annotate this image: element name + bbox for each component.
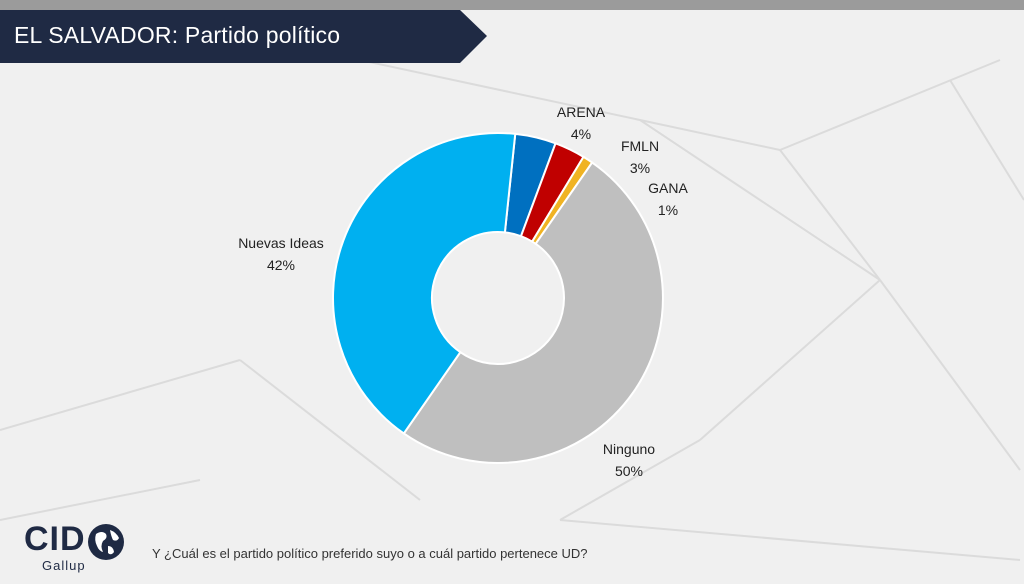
slice-name-label: FMLN (621, 138, 659, 154)
slice-value-label: 3% (630, 160, 650, 176)
slice-name-label: GANA (648, 180, 688, 196)
cid-gallup-logo: CID Gallup (24, 520, 134, 580)
logo-text: CID (24, 520, 86, 558)
slice-name-label: Ninguno (603, 441, 655, 457)
page-title: EL SALVADOR: Partido político (14, 22, 341, 48)
title-banner (0, 10, 487, 63)
slice-name-label: ARENA (557, 104, 606, 120)
slice-value-label: 50% (615, 463, 643, 479)
slice-name-label: Nuevas Ideas (238, 235, 324, 251)
logo-subtext: Gallup (42, 558, 86, 573)
slice-nuevas-ideas (332, 132, 517, 435)
top-bar (0, 0, 1024, 10)
survey-question: Y ¿Cuál es el partido político preferido… (152, 546, 588, 561)
slice-value-label: 1% (658, 202, 678, 218)
slice-ninguno (402, 161, 664, 464)
slice-value-label: 42% (267, 257, 295, 273)
slice-value-label: 4% (571, 126, 591, 142)
globe-icon (88, 524, 124, 560)
